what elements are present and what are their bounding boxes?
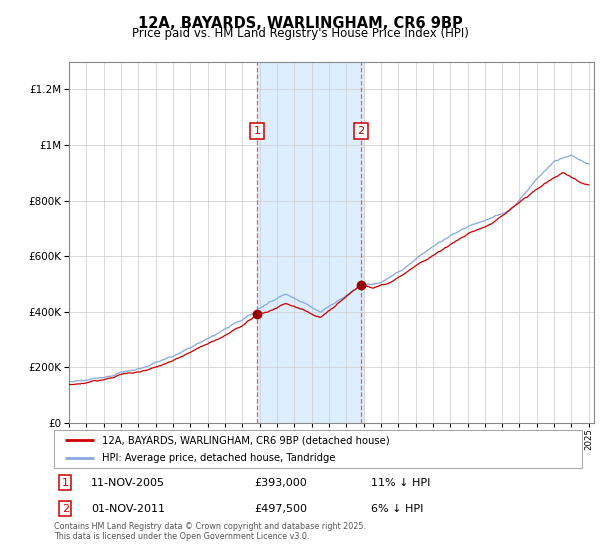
Text: 11-NOV-2005: 11-NOV-2005 bbox=[91, 478, 165, 488]
Text: 01-NOV-2011: 01-NOV-2011 bbox=[91, 504, 165, 514]
Bar bbox=[257, 62, 364, 423]
FancyBboxPatch shape bbox=[54, 430, 582, 468]
Text: 12A, BAYARDS, WARLINGHAM, CR6 9BP: 12A, BAYARDS, WARLINGHAM, CR6 9BP bbox=[137, 16, 463, 31]
Text: 12A, BAYARDS, WARLINGHAM, CR6 9BP (detached house): 12A, BAYARDS, WARLINGHAM, CR6 9BP (detac… bbox=[101, 435, 389, 445]
Text: £393,000: £393,000 bbox=[254, 478, 307, 488]
Text: £497,500: £497,500 bbox=[254, 504, 308, 514]
Text: Price paid vs. HM Land Registry's House Price Index (HPI): Price paid vs. HM Land Registry's House … bbox=[131, 27, 469, 40]
Text: 11% ↓ HPI: 11% ↓ HPI bbox=[371, 478, 430, 488]
Text: 1: 1 bbox=[253, 126, 260, 136]
Text: 6% ↓ HPI: 6% ↓ HPI bbox=[371, 504, 423, 514]
Text: 2: 2 bbox=[358, 126, 365, 136]
Text: HPI: Average price, detached house, Tandridge: HPI: Average price, detached house, Tand… bbox=[101, 453, 335, 463]
Text: 1: 1 bbox=[62, 478, 69, 488]
Text: 2: 2 bbox=[62, 504, 69, 514]
Text: Contains HM Land Registry data © Crown copyright and database right 2025.
This d: Contains HM Land Registry data © Crown c… bbox=[54, 522, 366, 542]
